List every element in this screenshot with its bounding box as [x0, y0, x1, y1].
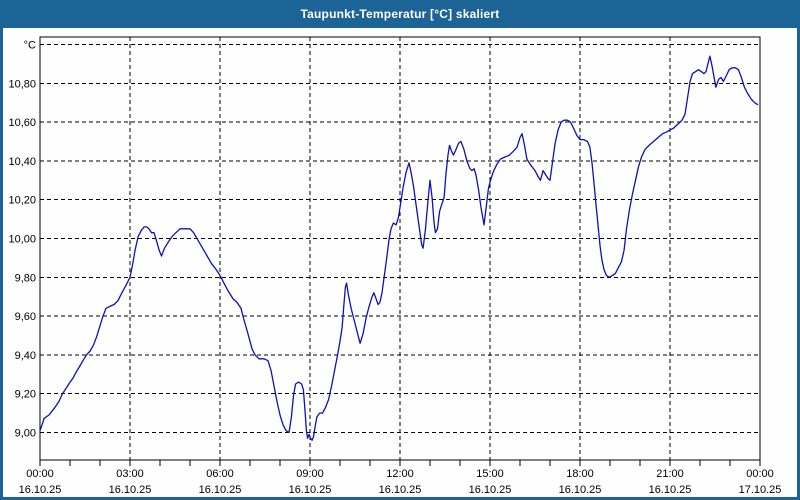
x-axis-time-label: 12:00 [386, 468, 414, 480]
y-axis-tick-label: 9,80 [15, 272, 36, 284]
window-titlebar[interactable]: Taupunkt-Temperatur [°C] skaliert [0, 0, 800, 28]
x-axis-time-label: 15:00 [476, 468, 504, 480]
x-axis-time-label: 03:00 [116, 468, 144, 480]
x-axis-date-label: 16.10.25 [199, 484, 242, 496]
temperature-series-line [39, 55, 759, 441]
x-axis-time-label: 00:00 [746, 468, 774, 480]
y-axis-tick-label: 10,20 [8, 195, 36, 207]
x-axis-date-label: 16.10.25 [109, 484, 152, 496]
x-axis-date-label: 17.10.25 [739, 484, 782, 496]
x-axis-time-label: 21:00 [656, 468, 684, 480]
x-axis-time-label: 09:00 [296, 468, 324, 480]
y-axis-tick-label: 10,00 [8, 234, 36, 246]
window-title: Taupunkt-Temperatur [°C] skaliert [300, 7, 500, 21]
x-axis-date-label: 16.10.25 [559, 484, 602, 496]
y-axis-tick-label: 10,80 [8, 78, 36, 90]
x-axis-date-label: 16.10.25 [289, 484, 332, 496]
x-axis-time-label: 18:00 [566, 468, 594, 480]
x-axis-time-label: 00:00 [26, 468, 54, 480]
dew-point-line-chart: 9,00 9,20 9,40 9,60 9,80 10,00 10,20 10,40 10,60… [8, 36, 782, 496]
x-axis-time-label: 06:00 [206, 468, 234, 480]
y-axis-tick-label: 9,60 [15, 311, 36, 323]
y-axis-tick-label: 10,60 [8, 117, 36, 129]
x-axis-date-label: 16.10.25 [379, 484, 422, 496]
x-axis-date-label: 16.10.25 [649, 484, 692, 496]
x-axis-date-label: 16.10.25 [469, 484, 512, 496]
y-axis-tick-label: 9,40 [15, 350, 36, 362]
y-axis-unit-label: °C [24, 40, 36, 52]
y-axis-tick-label: 9,20 [15, 389, 36, 401]
x-axis-date-label: 16.10.25 [19, 484, 62, 496]
y-axis-tick-label: 10,40 [8, 156, 36, 168]
chart-panel: 9,00 9,20 9,40 9,60 9,80 10,00 10,20 10,40 10,60… [3, 28, 797, 497]
y-axis-tick-label: 9,00 [15, 428, 36, 440]
